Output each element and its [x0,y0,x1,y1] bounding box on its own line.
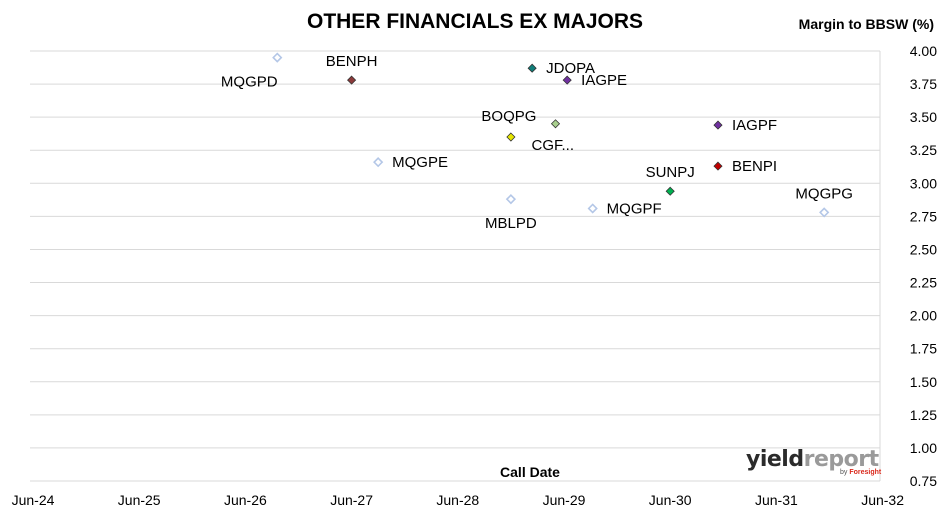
logo-by-text: by [840,469,848,476]
y-tick-label: 3.25 [910,142,937,158]
y-tick-label: 2.50 [910,241,937,257]
data-point [347,75,357,85]
x-tick-label: Jun-28 [436,492,479,508]
data-point [527,63,537,73]
logo-byline: by Foresight [840,469,881,476]
x-tick-labels: Jun-24 Jun-25 Jun-26 Jun-27 Jun-28 Jun-29 Jun-… [12,492,905,508]
data-point [665,186,675,196]
data-label: IAGPF [732,117,777,134]
x-tick-label: Jun-29 [543,492,586,508]
y-tick-label: 4.00 [910,43,937,59]
data-label: CGF... [532,137,575,154]
y-tick-label: 1.25 [910,407,937,423]
data-point [373,157,384,168]
x-axis-label: Call Date [500,464,560,480]
x-tick-label: Jun-30 [649,492,692,508]
data-points [272,52,830,218]
data-point [272,52,283,63]
y-tick-label: 2.25 [910,275,937,291]
data-label: MQGPE [392,154,448,171]
grid-lines [30,50,881,482]
y-tick-label: 3.50 [910,109,937,125]
y-tick-label: 2.00 [910,308,937,324]
data-label: JDOPA [546,60,595,77]
data-point [505,194,517,205]
data-label: BENPI [732,158,777,175]
data-label: MQGPG [795,185,853,202]
y-tick-label: 0.75 [910,473,937,489]
data-label: BOQPG [481,108,536,125]
y-tick-label: 1.75 [910,341,937,357]
logo-yield-text: yield [746,447,804,472]
x-tick-label: Jun-25 [118,492,161,508]
logo-report-text: report [803,447,880,472]
data-point [550,119,561,129]
chart-title: OTHER FINANCIALS EX MAJORS [306,10,644,33]
yieldreport-logo: yieldreport [746,447,879,472]
y-tick-label: 1.50 [910,374,937,390]
x-tick-label: Jun-26 [224,492,267,508]
x-tick-label: Jun-31 [755,492,798,508]
x-tick-label: Jun-32 [861,492,904,508]
data-point [562,75,572,85]
y-tick-label: 3.75 [910,76,937,92]
x-tick-label: Jun-27 [330,492,373,508]
x-tick-label: Jun-24 [12,492,55,508]
data-point [819,207,830,218]
data-label: IAGPE [581,72,627,89]
data-label: SUNPJ [646,164,695,181]
data-label: MBLPD [485,215,537,232]
data-label: MQGPD [221,74,278,91]
y-tick-label: 2.75 [910,208,937,224]
data-point [713,120,723,130]
data-label: MQGPF [607,200,662,217]
data-point [587,203,598,214]
y-tick-label: 1.00 [910,440,937,456]
y-tick-labels: 0.75 1.00 1.25 1.50 1.75 2.00 2.25 2.50 2.75 3.00… [910,43,937,489]
data-point [713,161,723,171]
y-tick-label: 3.00 [910,175,937,191]
data-point [506,132,516,142]
y-axis-label: Margin to BBSW (%) [798,16,934,32]
logo-foresight-text: Foresight [849,469,882,476]
data-label: BENPH [326,53,378,70]
